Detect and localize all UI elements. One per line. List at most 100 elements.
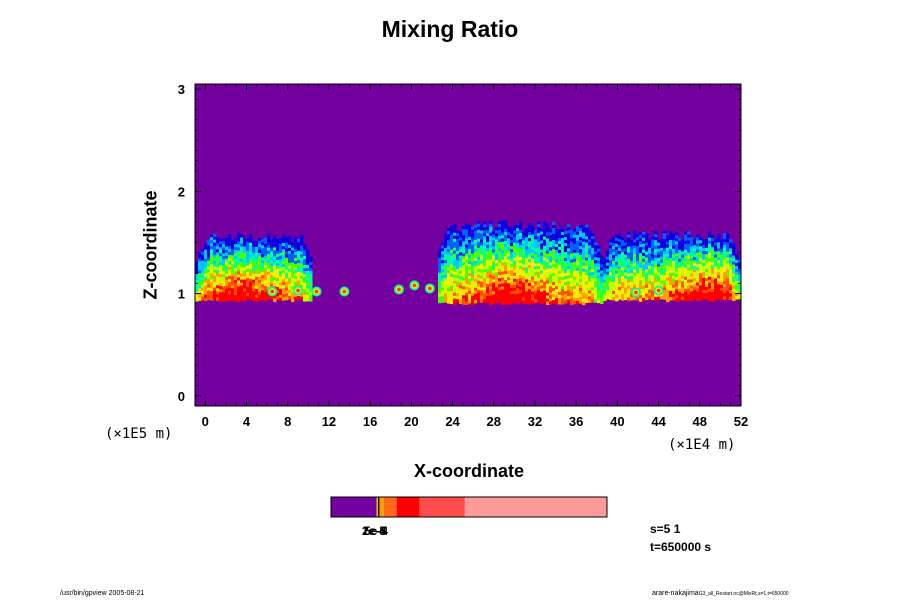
x-tick-label: 20 bbox=[404, 414, 418, 429]
field-cell bbox=[534, 257, 538, 261]
field-cell bbox=[612, 243, 616, 247]
field-cell bbox=[483, 266, 487, 270]
field-cell bbox=[627, 279, 631, 284]
field-cell bbox=[666, 271, 670, 276]
field-cell bbox=[600, 270, 604, 274]
field-cell bbox=[621, 252, 625, 256]
field-cell bbox=[690, 264, 694, 268]
field-cell bbox=[210, 273, 214, 277]
field-cell bbox=[267, 280, 271, 285]
field-cell bbox=[465, 244, 469, 249]
field-cell bbox=[264, 249, 268, 254]
field-cell bbox=[270, 251, 274, 255]
field-cell bbox=[630, 287, 634, 292]
field-cell bbox=[606, 292, 610, 297]
field-cell bbox=[567, 263, 571, 267]
field-cell bbox=[639, 256, 643, 260]
field-cell bbox=[606, 271, 610, 276]
field-cell bbox=[300, 269, 304, 274]
field-cell bbox=[585, 230, 589, 234]
field-cell bbox=[561, 283, 565, 287]
field-cell bbox=[570, 235, 574, 240]
field-cell bbox=[210, 261, 214, 265]
field-cell bbox=[603, 294, 607, 299]
field-cell bbox=[564, 252, 568, 256]
field-cell bbox=[639, 250, 643, 254]
field-cell bbox=[456, 242, 460, 246]
field-cell bbox=[234, 259, 238, 263]
field-cell bbox=[570, 292, 574, 297]
field-cell bbox=[555, 259, 559, 263]
field-cell bbox=[624, 245, 628, 250]
field-cell bbox=[282, 294, 286, 298]
field-cell bbox=[651, 281, 655, 285]
field-cell bbox=[462, 226, 466, 230]
field-cell bbox=[588, 272, 592, 276]
field-cell bbox=[543, 272, 547, 277]
field-cell bbox=[480, 293, 484, 298]
field-cell bbox=[249, 242, 253, 247]
field-cell bbox=[207, 257, 211, 262]
field-cell bbox=[516, 252, 520, 256]
field-cell bbox=[267, 283, 271, 288]
field-cell bbox=[450, 291, 454, 296]
field-cell bbox=[279, 258, 283, 263]
time-annotation: t=650000 s bbox=[650, 540, 712, 554]
field-cell bbox=[660, 283, 664, 288]
field-cell bbox=[552, 255, 556, 259]
field-cell bbox=[501, 250, 505, 254]
field-cell bbox=[726, 278, 730, 283]
field-cell bbox=[594, 257, 598, 261]
field-cell bbox=[216, 273, 220, 277]
field-cell bbox=[636, 255, 640, 259]
field-cell bbox=[558, 300, 562, 305]
field-cell bbox=[663, 290, 667, 294]
field-cell bbox=[285, 272, 289, 277]
field-cell bbox=[642, 255, 646, 260]
field-cell bbox=[702, 257, 706, 261]
field-cell bbox=[672, 296, 676, 301]
field-cell bbox=[261, 263, 265, 267]
field-cell bbox=[654, 249, 658, 253]
field-cell bbox=[717, 287, 721, 291]
field-cell bbox=[507, 241, 511, 245]
field-cell bbox=[504, 241, 508, 245]
field-cell bbox=[219, 250, 223, 254]
field-cell bbox=[717, 260, 721, 264]
field-cell bbox=[720, 293, 724, 298]
field-cell bbox=[588, 254, 592, 258]
field-cell bbox=[288, 283, 292, 288]
field-cell bbox=[564, 279, 568, 283]
field-cell bbox=[684, 255, 688, 260]
field-cell bbox=[489, 259, 493, 264]
field-cell bbox=[456, 287, 460, 291]
field-cell bbox=[537, 260, 541, 264]
field-cell bbox=[690, 288, 694, 292]
field-cell bbox=[603, 261, 607, 266]
field-cell bbox=[282, 258, 286, 262]
field-cell bbox=[438, 287, 442, 292]
field-cell bbox=[522, 255, 526, 259]
field-cell bbox=[552, 234, 556, 238]
field-cell bbox=[201, 281, 205, 286]
field-cell bbox=[666, 280, 670, 285]
field-cell bbox=[654, 273, 658, 277]
field-cell bbox=[240, 273, 244, 278]
field-cell bbox=[642, 297, 646, 302]
field-cell bbox=[537, 290, 541, 294]
field-cell bbox=[645, 293, 649, 298]
field-cell bbox=[210, 267, 214, 271]
field-cell bbox=[480, 299, 484, 304]
field-cell bbox=[477, 220, 481, 225]
field-cell bbox=[447, 294, 451, 298]
field-cell bbox=[552, 261, 556, 265]
field-cell bbox=[684, 270, 688, 275]
field-cell bbox=[690, 261, 694, 265]
field-cell bbox=[654, 282, 658, 286]
field-cell bbox=[465, 265, 469, 270]
field-cell bbox=[303, 289, 307, 293]
field-cell bbox=[444, 251, 448, 255]
field-cell bbox=[639, 247, 643, 251]
field-cell bbox=[591, 233, 595, 237]
field-cell bbox=[294, 269, 298, 274]
